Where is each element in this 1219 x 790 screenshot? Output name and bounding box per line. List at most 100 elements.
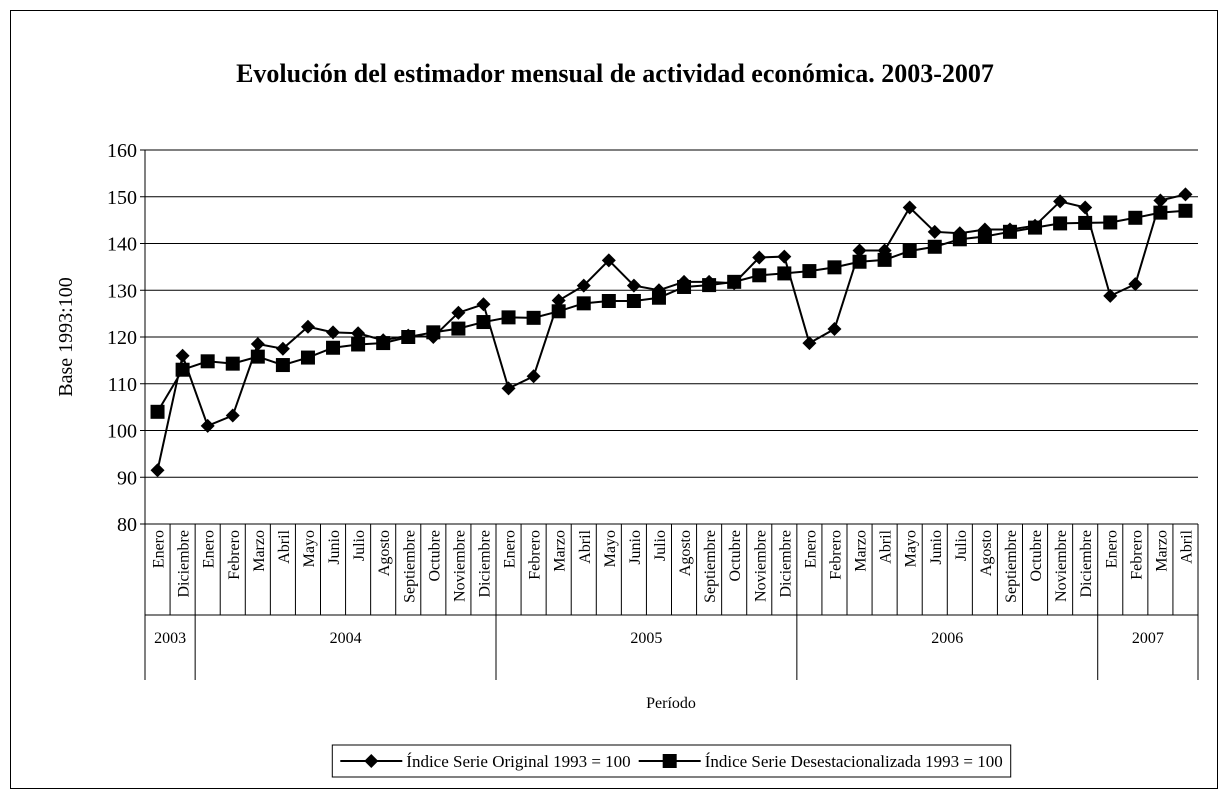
marker (902, 200, 917, 215)
x-tick-label: Julio (351, 530, 368, 561)
marker (702, 278, 717, 293)
marker (451, 321, 466, 336)
marker (1103, 288, 1118, 303)
marker (551, 293, 566, 308)
marker (300, 319, 315, 334)
x-tick-label: Marzo (1153, 530, 1170, 572)
x-tick-label: Marzo (251, 530, 268, 572)
x-tick-label: Mayo (301, 530, 318, 567)
x-group-label: 2005 (630, 630, 662, 647)
marker (1128, 277, 1143, 292)
marker (1103, 215, 1118, 230)
marker (576, 296, 591, 311)
y-tick-label: 100 (107, 421, 137, 443)
marker (200, 354, 215, 369)
marker (827, 322, 842, 337)
x-tick-label: Marzo (853, 530, 870, 572)
x-tick-label: Agosto (677, 530, 694, 576)
marker (877, 252, 892, 267)
marker (802, 264, 817, 279)
marker (150, 463, 165, 478)
marker (852, 254, 867, 269)
marker (175, 362, 190, 377)
x-tick-label: Abril (878, 529, 895, 563)
x-tick-label: Noviembre (451, 530, 468, 602)
x-tick-label: Agosto (376, 530, 393, 576)
marker (351, 326, 366, 341)
marker (526, 369, 541, 384)
marker (852, 243, 867, 258)
marker (1078, 200, 1093, 215)
chart-title: Evolución del estimador mensual de activ… (236, 59, 994, 88)
x-tick-label: Septiembre (1003, 530, 1020, 603)
x-tick-label: Marzo (552, 530, 569, 572)
marker (1153, 205, 1168, 220)
x-tick-label: Octubre (727, 530, 744, 582)
legend-label: Índice Serie Desestacionalizada 1993 = 1… (705, 752, 1003, 771)
marker (1153, 193, 1168, 208)
marker (200, 418, 215, 433)
x-tick-label: Diciembre (176, 530, 193, 598)
y-axis-label: Base 1993:100 (55, 277, 77, 396)
x-tick-label: Septiembre (702, 530, 719, 603)
marker (275, 358, 290, 373)
marker (626, 294, 641, 309)
x-tick-label: Octubre (1028, 530, 1045, 582)
marker (376, 336, 391, 351)
x-group-label: 2007 (1132, 630, 1164, 647)
chart-frame (10, 10, 1218, 789)
marker (977, 229, 992, 244)
x-tick-label: Agosto (978, 530, 995, 576)
marker (1002, 224, 1017, 239)
marker (1178, 187, 1193, 202)
x-group-label: 2004 (330, 630, 362, 647)
x-tick-label: Febrero (827, 530, 844, 580)
marker (426, 325, 441, 340)
marker (1178, 203, 1193, 218)
y-tick-label: 130 (107, 280, 137, 302)
x-group-label: 2006 (931, 630, 963, 647)
marker (526, 310, 541, 325)
marker (601, 294, 616, 309)
x-tick-label: Noviembre (752, 530, 769, 602)
marker (1078, 215, 1093, 230)
x-tick-label: Noviembre (1053, 530, 1070, 602)
y-tick-label: 80 (117, 514, 137, 536)
y-tick-label: 120 (107, 327, 137, 349)
marker (576, 278, 591, 293)
x-tick-label: Diciembre (1078, 530, 1095, 598)
x-tick-label: Julio (953, 530, 970, 561)
marker (1053, 194, 1068, 209)
x-tick-label: Enero (802, 530, 819, 568)
marker (501, 310, 516, 325)
marker (476, 297, 491, 312)
marker (150, 404, 165, 419)
marker (326, 340, 341, 355)
marker (1128, 210, 1143, 225)
x-tick-label: Octubre (426, 530, 443, 582)
marker (802, 336, 817, 351)
x-tick-label: Enero (151, 530, 168, 568)
marker (401, 330, 416, 344)
y-tick-label: 110 (108, 374, 137, 396)
legend-label: Índice Serie Original 1993 = 100 (406, 752, 630, 771)
x-tick-label: Abril (1178, 529, 1195, 563)
y-tick-label: 150 (107, 187, 137, 209)
x-tick-label: Diciembre (777, 530, 794, 598)
x-tick-label: Junio (627, 530, 644, 565)
marker (326, 325, 341, 340)
marker (662, 754, 677, 768)
marker (651, 290, 666, 305)
marker (927, 224, 942, 239)
x-tick-label: Enero (502, 530, 519, 568)
x-tick-label: Abril (577, 529, 594, 563)
marker (777, 266, 792, 281)
y-tick-label: 90 (117, 467, 137, 489)
x-tick-label: Febrero (527, 530, 544, 580)
x-tick-label: Mayo (602, 530, 619, 567)
marker (752, 250, 767, 265)
marker (275, 341, 290, 356)
marker (364, 754, 379, 768)
marker (727, 274, 742, 289)
